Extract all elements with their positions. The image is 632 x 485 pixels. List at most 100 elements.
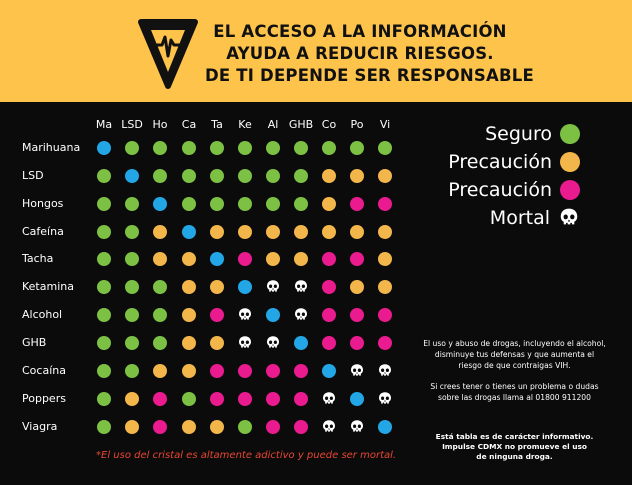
green-dot	[322, 141, 336, 155]
green-dot	[125, 252, 139, 266]
row-label: Poppers	[22, 392, 66, 405]
pink-dot	[266, 420, 280, 434]
pink-dot	[322, 308, 336, 322]
orange-dot	[378, 280, 392, 294]
orange-dot	[294, 252, 308, 266]
info-helpline: Si crees tener o tienes un problema o du…	[412, 381, 617, 403]
skull-icon	[350, 364, 364, 378]
green-dot	[97, 169, 111, 183]
row-label: Viagra	[22, 420, 58, 433]
blue-dot	[182, 225, 196, 239]
green-dot	[125, 280, 139, 294]
row-label: GHB	[22, 336, 47, 349]
green-dot	[125, 225, 139, 239]
column-header: Al	[267, 118, 279, 131]
pink-dot	[350, 336, 364, 350]
green-dot	[238, 420, 252, 434]
orange-dot	[378, 169, 392, 183]
row-label: Marihuana	[22, 141, 81, 154]
info-line: riesgo de que contraigas VIH.	[458, 361, 571, 370]
row-label: Alcohol	[22, 308, 63, 321]
green-dot	[97, 392, 111, 406]
info-line: Está tabla es de carácter informativo.	[435, 432, 594, 441]
blue-dot	[210, 252, 224, 266]
orange-dot	[125, 392, 139, 406]
orange-dot	[182, 252, 196, 266]
row-label: Cafeína	[22, 225, 64, 238]
pink-dot	[322, 280, 336, 294]
orange-dot	[210, 280, 224, 294]
orange-dot	[378, 225, 392, 239]
blue-dot	[350, 392, 364, 406]
column-header: GHB	[288, 118, 314, 131]
green-dot	[238, 169, 252, 183]
pink-dot	[322, 252, 336, 266]
skull-icon	[238, 336, 252, 350]
orange-dot	[322, 197, 336, 211]
green-dot	[97, 308, 111, 322]
orange-dot-icon	[560, 152, 580, 172]
info-hiv-risk: El uso y abuso de drogas, incluyendo el …	[412, 338, 617, 371]
pink-dot	[153, 392, 167, 406]
orange-dot	[182, 336, 196, 350]
heartbeat-triangle-icon	[138, 19, 198, 89]
green-dot	[97, 420, 111, 434]
orange-dot	[350, 225, 364, 239]
green-dot	[294, 197, 308, 211]
blue-dot	[266, 308, 280, 322]
column-header: Vi	[379, 118, 391, 131]
green-dot	[238, 197, 252, 211]
green-dot	[182, 141, 196, 155]
column-header: Ma	[95, 118, 113, 131]
orange-dot	[182, 420, 196, 434]
green-dot	[378, 141, 392, 155]
headline-line-2: AYUDA A REDUCIR RIESGOS.	[226, 44, 494, 63]
green-dot	[125, 141, 139, 155]
header-banner: EL ACCESO A LA INFORMACIÓN AYUDA A REDUC…	[0, 0, 632, 102]
orange-dot	[153, 225, 167, 239]
blue-dot	[97, 141, 111, 155]
column-header: Co	[321, 118, 337, 131]
pink-dot	[238, 252, 252, 266]
skull-icon	[238, 308, 252, 322]
pink-dot	[238, 392, 252, 406]
green-dot	[153, 169, 167, 183]
pink-dot	[378, 336, 392, 350]
green-dot	[97, 280, 111, 294]
green-dot	[153, 308, 167, 322]
green-dot	[153, 141, 167, 155]
skull-icon	[378, 392, 392, 406]
green-dot	[125, 197, 139, 211]
orange-dot	[153, 252, 167, 266]
green-dot	[97, 364, 111, 378]
skull-icon	[560, 208, 578, 225]
legend-item-seguro: Seguro	[485, 120, 580, 148]
column-header: Ca	[181, 118, 197, 131]
orange-dot	[350, 169, 364, 183]
column-header: LSD	[121, 118, 143, 131]
green-dot	[125, 364, 139, 378]
orange-dot	[322, 225, 336, 239]
skull-icon	[294, 308, 308, 322]
row-label: Tacha	[22, 252, 54, 265]
green-dot	[125, 336, 139, 350]
orange-dot	[378, 252, 392, 266]
row-label: LSD	[22, 169, 44, 182]
blue-dot	[378, 420, 392, 434]
orange-dot	[266, 225, 280, 239]
pink-dot	[238, 364, 252, 378]
green-dot	[182, 197, 196, 211]
blue-dot	[238, 280, 252, 294]
orange-dot	[153, 364, 167, 378]
green-dot	[97, 252, 111, 266]
orange-dot	[238, 225, 252, 239]
skull-icon	[294, 280, 308, 294]
green-dot	[182, 392, 196, 406]
pink-dot	[153, 420, 167, 434]
green-dot	[350, 141, 364, 155]
green-dot	[125, 308, 139, 322]
skull-icon	[266, 280, 280, 294]
green-dot	[97, 197, 111, 211]
pink-dot	[378, 197, 392, 211]
green-dot	[97, 336, 111, 350]
